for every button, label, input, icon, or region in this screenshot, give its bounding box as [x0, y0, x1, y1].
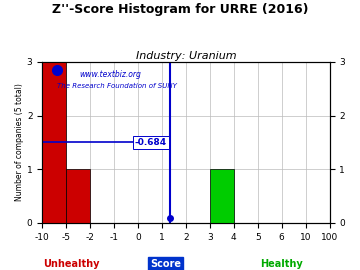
- Text: Score: Score: [150, 259, 181, 269]
- Y-axis label: Number of companies (5 total): Number of companies (5 total): [15, 83, 24, 201]
- Bar: [66, 169, 90, 223]
- Bar: [42, 62, 66, 223]
- Bar: [210, 169, 234, 223]
- Text: Z''-Score Histogram for URRE (2016): Z''-Score Histogram for URRE (2016): [52, 3, 308, 16]
- Title: Industry: Uranium: Industry: Uranium: [136, 51, 236, 61]
- Text: Healthy: Healthy: [260, 259, 302, 269]
- Text: The Research Foundation of SUNY: The Research Foundation of SUNY: [57, 83, 176, 89]
- Text: www.textbiz.org: www.textbiz.org: [80, 70, 141, 79]
- Text: Unhealthy: Unhealthy: [43, 259, 100, 269]
- Text: -0.684: -0.684: [135, 138, 167, 147]
